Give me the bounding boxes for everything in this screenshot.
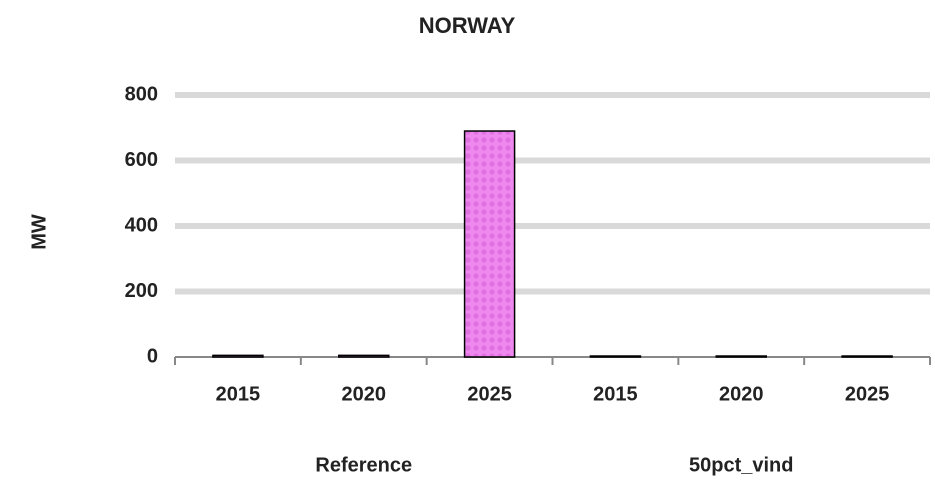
y-tick-label: 200 [125,280,158,302]
x-tick-label: 2015 [593,383,638,405]
bar [715,355,767,358]
bar [338,354,390,358]
bar [589,355,642,358]
x-tick-label: 2025 [467,383,512,405]
x-tick-label: 2015 [216,383,261,405]
bar [212,354,264,358]
chart-title: NORWAY [419,13,516,38]
bar [841,355,893,358]
y-tick-label: 0 [147,345,158,367]
x-tick-label: 2020 [342,383,387,405]
group-label: Reference [315,454,412,476]
bar [463,130,516,358]
x-tick-label: 2020 [719,383,764,405]
y-tick-label: 600 [125,149,158,171]
x-tick-label: 2025 [845,383,890,405]
y-tick-label: 800 [125,83,158,105]
y-axis-label: MW [28,214,50,250]
y-tick-label: 400 [125,214,158,236]
group-label: 50pct_vind [689,454,793,476]
